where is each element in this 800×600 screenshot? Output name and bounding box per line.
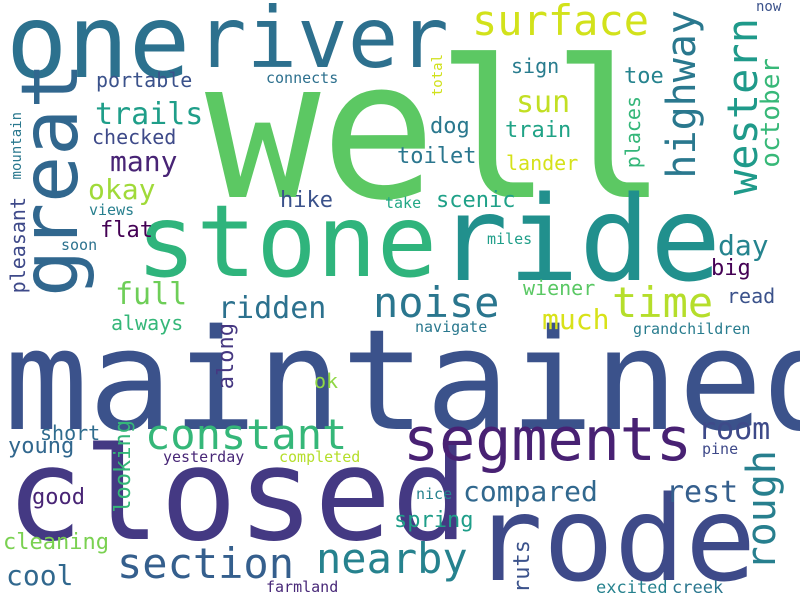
word-places: places	[621, 96, 645, 169]
word-farmland: farmland	[266, 578, 339, 596]
word-mountain: mountain	[9, 112, 25, 180]
word-hike: hike	[280, 188, 333, 213]
word-read: read	[727, 284, 776, 308]
word-yesterday: yesterday	[163, 448, 245, 466]
word-lander: lander	[506, 151, 579, 175]
word-short: short	[40, 421, 101, 445]
word-always: always	[111, 311, 184, 335]
word-toilet: toilet	[397, 144, 477, 169]
word-river: river	[196, 0, 449, 87]
word-ruts: ruts	[510, 540, 535, 593]
word-miles: miles	[487, 230, 533, 248]
word-surface: surface	[472, 0, 650, 45]
word-section: section	[117, 539, 295, 588]
word-checked: checked	[92, 125, 177, 149]
word-noise: noise	[373, 278, 500, 327]
word-along: along	[214, 323, 239, 390]
word-well: well	[205, 20, 668, 243]
word-pine: pine	[702, 440, 739, 458]
word-sun: sun	[516, 85, 571, 120]
word-okay: okay	[88, 173, 156, 206]
word-scenic: scenic	[436, 188, 516, 213]
word-maintained: maintained	[4, 300, 800, 463]
word-pleasant: pleasant	[6, 197, 30, 294]
word-connects: connects	[266, 69, 339, 87]
word-flat: flat	[100, 218, 153, 243]
word-toe: toe	[624, 64, 664, 89]
word-navigate: navigate	[415, 318, 488, 336]
word-views: views	[89, 201, 135, 219]
word-full: full	[115, 277, 188, 312]
word-sign: sign	[511, 54, 560, 78]
word-big: big	[711, 256, 751, 281]
word-good: good	[32, 485, 85, 510]
word-now: now	[756, 0, 782, 15]
word-room: room	[698, 412, 771, 447]
word-dog: dog	[430, 114, 470, 139]
word-completed: completed	[279, 448, 361, 466]
word-nice: nice	[416, 485, 453, 503]
word-soon: soon	[61, 236, 98, 254]
word-creek: creek	[672, 578, 724, 598]
word-grandchildren: grandchildren	[633, 320, 751, 338]
word-spring: spring	[394, 508, 474, 533]
word-excited: excited	[596, 578, 668, 598]
word-highway: highway	[659, 10, 705, 179]
word-trails: trails	[95, 97, 204, 132]
word-closed: closed	[6, 421, 469, 570]
word-ridden: ridden	[218, 291, 327, 326]
word-rest: rest	[666, 475, 739, 510]
word-constant: constant	[145, 410, 348, 459]
word-october: october	[756, 58, 786, 168]
word-young: young	[8, 434, 75, 459]
word-portable: portable	[96, 68, 193, 92]
word-wiener: wiener	[523, 276, 596, 300]
word-much: much	[542, 303, 610, 336]
word-time: time	[612, 278, 714, 327]
word-nearby: nearby	[316, 534, 468, 583]
word-ride: ride	[437, 170, 722, 308]
word-day: day	[718, 229, 769, 262]
word-ok: ok	[314, 369, 339, 393]
word-cleaning: cleaning	[3, 530, 109, 555]
word-segments: segments	[403, 405, 692, 475]
word-total: total	[430, 54, 446, 97]
word-stone: stone	[136, 183, 438, 300]
word-compared: compared	[463, 475, 598, 508]
word-cool: cool	[6, 559, 74, 592]
word-one: one	[6, 0, 191, 102]
word-take: take	[385, 194, 422, 212]
word-rode: rode	[472, 470, 757, 600]
word-looking: looking	[111, 420, 136, 513]
word-rough: rough	[739, 450, 785, 571]
word-train: train	[505, 118, 572, 143]
word-many: many	[110, 145, 178, 178]
